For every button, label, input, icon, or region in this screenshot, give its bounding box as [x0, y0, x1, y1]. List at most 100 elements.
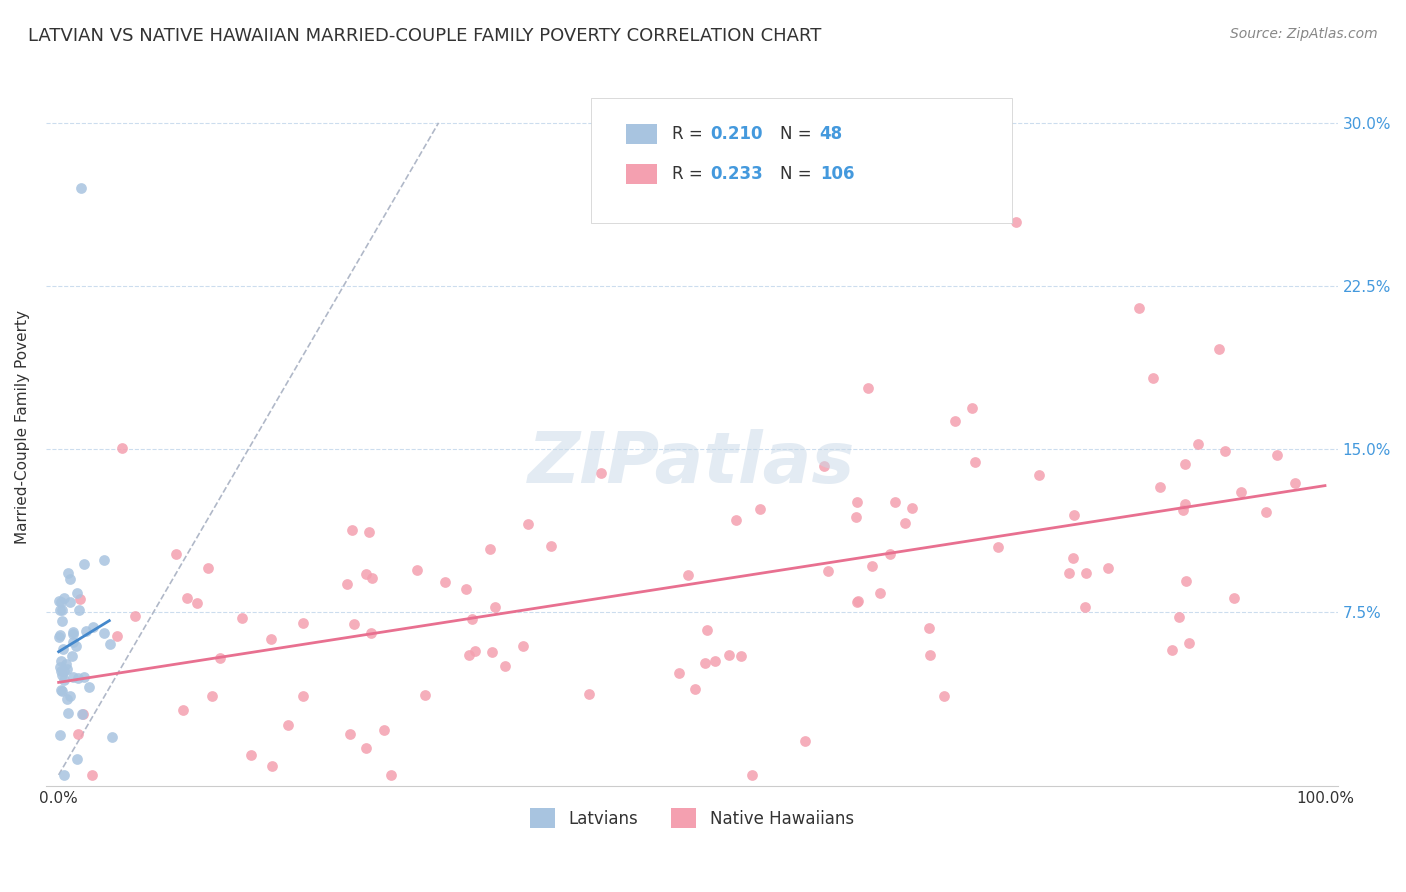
Point	[813, 459, 835, 474]
Point	[1062, 550, 1084, 565]
Point	[291, 689, 314, 703]
Point	[51, 682, 73, 697]
Point	[943, 414, 966, 428]
Point	[883, 495, 905, 509]
Point	[373, 723, 395, 738]
Point	[464, 644, 486, 658]
Point	[82, 620, 104, 634]
Point	[52, 664, 75, 678]
Point	[1076, 566, 1098, 580]
Point	[101, 731, 124, 745]
Point	[360, 572, 382, 586]
Point	[62, 670, 84, 684]
Point	[62, 626, 84, 640]
Point	[730, 649, 752, 664]
Point	[105, 629, 128, 643]
Point	[93, 553, 115, 567]
Point	[413, 688, 436, 702]
Point	[1168, 610, 1191, 624]
Point	[1230, 485, 1253, 500]
Point	[55, 657, 77, 671]
Point	[1173, 503, 1195, 517]
Point	[165, 547, 187, 561]
Point	[1174, 457, 1197, 471]
Point	[51, 603, 73, 617]
Text: Source: ZipAtlas.com: Source: ZipAtlas.com	[1230, 27, 1378, 41]
Point	[277, 718, 299, 732]
Point	[66, 727, 89, 741]
Point	[65, 639, 87, 653]
Point	[1208, 343, 1230, 357]
Point	[1213, 444, 1236, 458]
Point	[66, 586, 89, 600]
Point	[717, 648, 740, 663]
Point	[1284, 476, 1306, 491]
Point	[67, 603, 90, 617]
Point	[578, 687, 600, 701]
Point	[336, 576, 359, 591]
Point	[357, 524, 380, 539]
Point	[59, 595, 82, 609]
Text: 48: 48	[820, 125, 842, 143]
Point	[1161, 643, 1184, 657]
Point	[894, 516, 917, 531]
Point	[1254, 505, 1277, 519]
Point	[260, 758, 283, 772]
Point	[67, 671, 90, 685]
Point	[512, 640, 534, 654]
Text: N =: N =	[780, 125, 817, 143]
Point	[932, 689, 955, 703]
Point	[49, 603, 72, 617]
Point	[49, 595, 72, 609]
Point	[481, 645, 503, 659]
Point	[51, 615, 73, 629]
Point	[1005, 215, 1028, 229]
Point	[461, 612, 484, 626]
Point	[73, 670, 96, 684]
Point	[704, 654, 727, 668]
Point	[360, 626, 382, 640]
Point	[60, 648, 83, 663]
Point	[201, 690, 224, 704]
Point	[516, 517, 538, 532]
Point	[1223, 591, 1246, 605]
Point	[484, 599, 506, 614]
Point	[458, 648, 481, 663]
Point	[111, 441, 134, 455]
Point	[51, 664, 73, 678]
Text: ZIPatlas: ZIPatlas	[529, 428, 855, 498]
Point	[48, 593, 70, 607]
Point	[69, 591, 91, 606]
Point	[380, 768, 402, 782]
Point	[48, 628, 70, 642]
Point	[1149, 480, 1171, 494]
Point	[58, 566, 80, 580]
Point	[668, 666, 690, 681]
Point	[51, 654, 73, 668]
Point	[1074, 600, 1097, 615]
Point	[70, 181, 93, 195]
Point	[749, 502, 772, 516]
Point	[240, 748, 263, 763]
Point	[48, 630, 70, 644]
Text: N =: N =	[780, 165, 817, 183]
Point	[901, 500, 924, 515]
Point	[683, 682, 706, 697]
Point	[540, 539, 562, 553]
Point	[77, 680, 100, 694]
Point	[1063, 508, 1085, 522]
Point	[56, 706, 79, 720]
Point	[678, 568, 700, 582]
Point	[591, 466, 613, 480]
Point	[856, 380, 879, 394]
Point	[59, 572, 82, 586]
Point	[879, 547, 901, 561]
Point	[75, 624, 97, 638]
Point	[817, 564, 839, 578]
Point	[56, 691, 79, 706]
Point	[342, 524, 364, 538]
Point	[51, 684, 73, 698]
Point	[846, 494, 869, 508]
Point	[1177, 636, 1199, 650]
Point	[725, 513, 748, 527]
